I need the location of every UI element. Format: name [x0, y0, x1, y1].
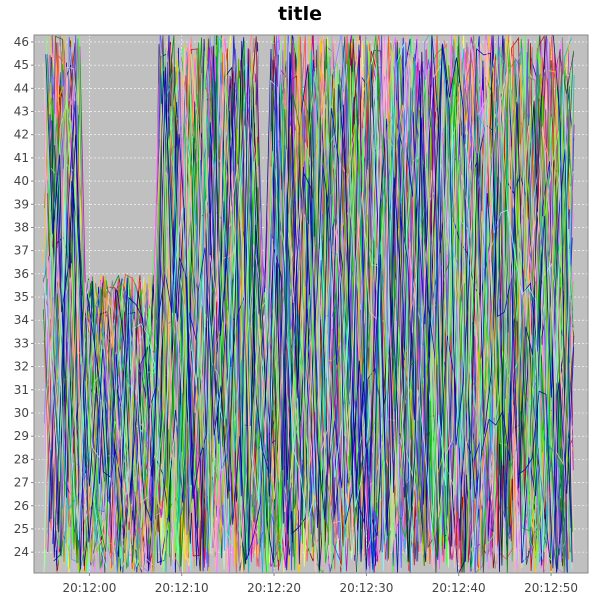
y-tick-label: 31	[14, 383, 29, 397]
y-tick-label: 43	[14, 105, 29, 119]
x-tick-label: 20:12:10	[155, 581, 209, 595]
series-line	[43, 37, 571, 573]
series-line	[45, 54, 573, 570]
series-line	[54, 35, 568, 573]
x-tick-label: 20:12:50	[524, 581, 578, 595]
y-tick-label: 38	[14, 220, 29, 234]
series-line	[47, 44, 575, 570]
x-tick-label: 20:12:40	[432, 581, 486, 595]
y-tick-label: 30	[14, 406, 29, 420]
y-tick-label: 34	[14, 313, 29, 327]
x-tick-label: 20:12:20	[247, 581, 301, 595]
y-tick-label: 46	[14, 35, 29, 49]
series-line	[45, 42, 573, 568]
x-tick-label: 20:12:30	[339, 581, 393, 595]
y-tick-label: 29	[14, 429, 29, 443]
series-line	[51, 38, 572, 573]
y-tick-label: 26	[14, 499, 29, 513]
y-tick-label: 36	[14, 267, 29, 281]
y-tick-label: 45	[14, 58, 29, 72]
y-tick-label: 40	[14, 174, 29, 188]
y-tick-label: 42	[14, 128, 29, 142]
y-tick-label: 28	[14, 452, 29, 466]
y-tick-label: 35	[14, 290, 29, 304]
x-tick-label: 20:12:00	[62, 581, 116, 595]
series-group	[42, 35, 575, 573]
y-tick-label: 37	[14, 244, 29, 258]
y-tick-label: 39	[14, 197, 29, 211]
y-tick-label: 24	[14, 545, 29, 559]
plot-border	[33, 34, 589, 574]
series-line	[52, 50, 573, 573]
series-line	[49, 65, 570, 573]
series-line	[56, 35, 570, 573]
y-tick-label: 25	[14, 522, 29, 536]
y-tick-label: 41	[14, 151, 29, 165]
y-tick-label: 44	[14, 81, 29, 95]
chart-title: title	[277, 3, 323, 25]
y-tick-label: 32	[14, 360, 29, 374]
y-tick-label: 33	[14, 336, 29, 350]
y-tick-label: 27	[14, 476, 29, 490]
